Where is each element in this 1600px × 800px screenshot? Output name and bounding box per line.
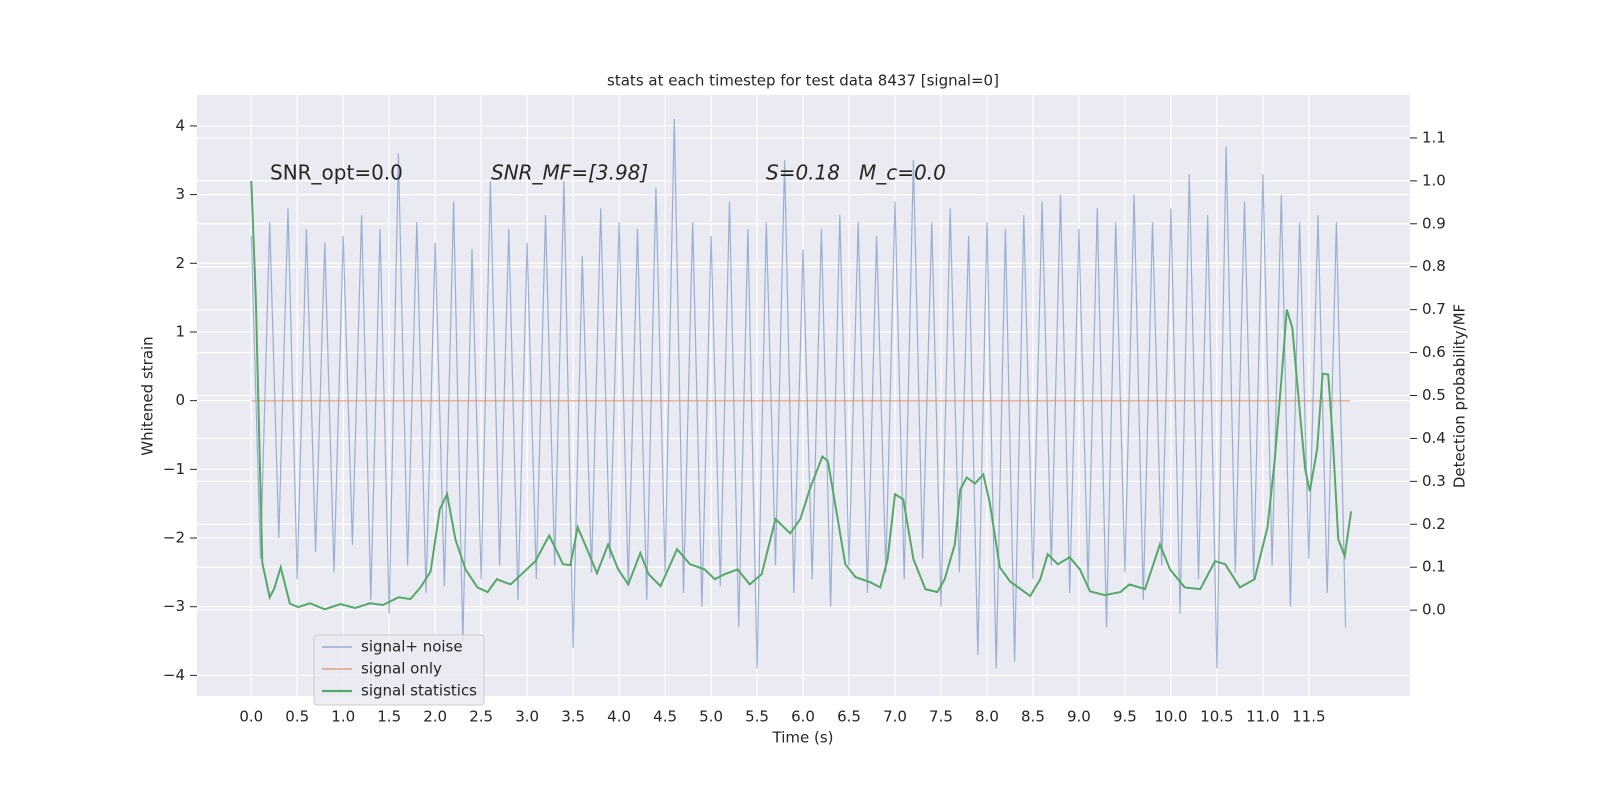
y2-tick-label: 0.3: [1422, 472, 1446, 490]
y2-tick-label: 1.0: [1422, 171, 1446, 189]
legend-box: [313, 634, 485, 706]
legend-label: signal+ noise: [361, 638, 463, 656]
y2-tick-label: 0.2: [1422, 515, 1446, 533]
annotation: M_c=0.0: [859, 161, 946, 185]
x-tick-label: 6.5: [837, 708, 861, 726]
x-tick-label: 9.0: [1067, 708, 1091, 726]
x-tick-label: 9.5: [1113, 708, 1137, 726]
x-tick-label: 11.0: [1246, 708, 1279, 726]
y2-tick-label: 0.1: [1422, 558, 1446, 576]
y2-tick-label: 1.1: [1422, 128, 1446, 146]
y2-tick-label: 0.7: [1422, 300, 1446, 318]
y-tick-label: 1: [175, 322, 185, 340]
x-tick-label: 0.5: [285, 708, 309, 726]
legend-label: signal only: [361, 660, 442, 678]
y2-tick-label: 0.9: [1422, 214, 1446, 232]
x-tick-label: 5.5: [745, 708, 769, 726]
x-tick-label: 0.0: [239, 708, 263, 726]
y-axis-label: Whitened strain: [139, 336, 157, 455]
x-tick-label: 4.0: [607, 708, 631, 726]
x-tick-label: 3.0: [515, 708, 539, 726]
x-tick-label: 11.5: [1292, 708, 1325, 726]
annotation: SNR_MF=[3.98]: [491, 161, 648, 185]
y2-tick-label: 0.6: [1422, 343, 1446, 361]
y2-tick-label: 0.4: [1422, 429, 1446, 447]
series-line: [250, 118, 1347, 669]
annotation: S=0.18: [766, 161, 840, 185]
y-tick-label: −3: [163, 597, 185, 615]
y-tick-label: −1: [163, 460, 185, 478]
x-axis-label: Time (s): [772, 729, 834, 747]
y-tick-label: 2: [175, 254, 185, 272]
x-tick-label: 5.0: [699, 708, 723, 726]
y-tick-label: 0: [175, 391, 185, 409]
x-tick-label: 8.5: [1021, 708, 1045, 726]
x-tick-label: 1.5: [377, 708, 401, 726]
x-tick-label: 1.0: [331, 708, 355, 726]
y-tick-label: 3: [175, 185, 185, 203]
x-tick-label: 7.5: [929, 708, 953, 726]
x-tick-label: 10.0: [1154, 708, 1187, 726]
y-tick-label: 4: [175, 116, 185, 134]
x-tick-label: 8.0: [975, 708, 999, 726]
x-tick-label: 7.0: [883, 708, 907, 726]
y2-tick-label: 0.5: [1422, 386, 1446, 404]
y2-tick-label: 0.0: [1422, 601, 1446, 619]
y-tick-label: −2: [163, 529, 185, 547]
annotation: SNR_opt=0.0: [270, 161, 403, 185]
x-tick-label: 2.0: [423, 708, 447, 726]
series-line: [250, 180, 1353, 611]
x-tick-label: 10.5: [1200, 708, 1233, 726]
x-tick-label: 6.0: [791, 708, 815, 726]
y-tick-label: −4: [163, 666, 185, 684]
chart-title: stats at each timestep for test data 843…: [607, 72, 999, 90]
x-tick-label: 3.5: [561, 708, 585, 726]
x-tick-label: 4.5: [653, 708, 677, 726]
x-tick-label: 2.5: [469, 708, 493, 726]
y2-axis-label: Detection probability/MF: [1451, 304, 1469, 488]
y2-tick-label: 0.8: [1422, 257, 1446, 275]
legend-label: signal statistics: [361, 682, 477, 700]
